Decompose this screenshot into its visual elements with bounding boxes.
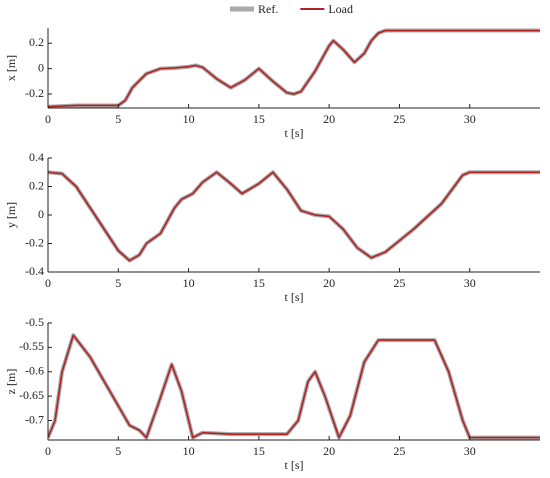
x-tick-label: 25	[393, 276, 405, 290]
x-tick-label: 10	[183, 444, 195, 458]
x-tick-label: 0	[45, 112, 51, 126]
x-tick-label: 5	[115, 276, 121, 290]
series-line	[48, 29, 540, 108]
x-tick-label: 0	[45, 444, 51, 458]
x-tick-label: 5	[115, 112, 121, 126]
y-tick-label: 0	[38, 60, 44, 74]
y-tick-label: -0.65	[19, 388, 44, 402]
legend-label: Ref.	[258, 2, 278, 16]
y-tick-label: -0.7	[25, 412, 44, 426]
x-axis-label: t [s]	[285, 290, 304, 304]
y-tick-label: 0.4	[29, 150, 44, 164]
x-tick-label: 20	[323, 444, 335, 458]
y-tick-label: -0.6	[25, 364, 44, 378]
y-tick-label: -0.2	[25, 235, 44, 249]
x-tick-label: 25	[393, 444, 405, 458]
x-tick-label: 15	[253, 276, 265, 290]
y-tick-label: 0.2	[29, 35, 44, 49]
x-tick-label: 10	[183, 112, 195, 126]
series-line	[48, 333, 540, 440]
x-axis-label: t [s]	[285, 126, 304, 140]
y-tick-label: -0.2	[25, 86, 44, 100]
y-axis-label: x [m]	[4, 55, 18, 81]
x-tick-label: 15	[253, 112, 265, 126]
series-line	[48, 170, 540, 263]
y-tick-label: -0.5	[25, 315, 44, 329]
y-tick-label: -0.55	[19, 339, 44, 353]
series-line	[48, 28, 540, 108]
x-tick-label: 30	[464, 276, 476, 290]
x-tick-label: 0	[45, 276, 51, 290]
y-tick-label: 0.2	[29, 178, 44, 192]
y-tick-label: -0.4	[25, 264, 44, 278]
series-line	[48, 334, 540, 439]
legend-label: Load	[328, 2, 353, 16]
y-axis-label: z [m]	[4, 369, 18, 395]
x-tick-label: 30	[464, 444, 476, 458]
x-tick-label: 10	[183, 276, 195, 290]
x-tick-label: 25	[393, 112, 405, 126]
x-tick-label: 20	[323, 112, 335, 126]
x-tick-label: 30	[464, 112, 476, 126]
x-tick-label: 15	[253, 444, 265, 458]
x-tick-label: 5	[115, 444, 121, 458]
x-tick-label: 20	[323, 276, 335, 290]
y-axis-label: y [m]	[4, 202, 18, 228]
x-axis-label: t [s]	[285, 458, 304, 472]
series-line	[48, 171, 540, 262]
y-tick-label: 0	[38, 207, 44, 221]
